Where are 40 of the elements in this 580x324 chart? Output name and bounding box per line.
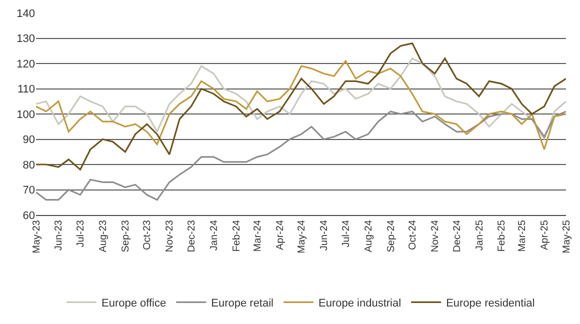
x-tick-label: Oct-24 [408,220,419,250]
x-tick-label: Jun-24 [319,220,330,251]
x-tick-label: Sep-24 [386,220,397,252]
x-tick-label: Nov-24 [430,220,442,252]
x-tick-label: Jan-24 [208,220,220,251]
y-tick-label: 110 [17,84,35,96]
x-tick-label: Dec-24 [452,220,463,252]
legend-label: Europe residential [446,298,535,310]
x-tick-label: Apr-25 [540,220,550,250]
x-tick-label: Jul-24 [340,220,352,248]
x-tick-label: Nov-23 [164,220,176,252]
x-tick-label: Jan-25 [474,220,486,251]
line-series [36,110,566,201]
x-tick-label: Feb-25 [496,220,508,252]
x-tick-label: May-23 [31,220,42,254]
line-series [36,42,566,170]
y-tick-label: 80 [22,159,35,172]
x-tick-label: Jun-23 [54,220,65,251]
y-tick-label: 100 [16,108,35,121]
x-tick-label: Jul-23 [75,220,86,248]
x-tick-label: May-25 [561,220,572,254]
y-tick-label: 60 [22,210,35,222]
x-tick-label: Mar-24 [252,220,264,252]
x-tick-label: Dec-23 [186,220,198,252]
legend-label: Europe industrial [318,298,402,310]
legend-label: Europe retail [211,298,274,310]
x-tick-label: Feb-24 [231,220,242,252]
x-tick-label: Apr-24 [274,220,286,250]
y-tick-label: 140 [16,8,35,20]
legend-label: Europe office [102,298,166,310]
x-tick-label: Sep-23 [120,220,132,252]
x-tick-label: May-24 [296,220,308,254]
y-tick-label: 130 [16,33,35,46]
y-tick-label: 90 [22,134,35,146]
x-tick-label: Aug-23 [98,220,109,252]
y-tick-label: 120 [16,58,35,70]
x-tick-label: Mar-25 [517,220,528,252]
x-tick-label: Oct-23 [142,220,154,250]
x-tick-label: Aug-24 [363,220,374,252]
y-tick-label: 70 [22,184,35,197]
